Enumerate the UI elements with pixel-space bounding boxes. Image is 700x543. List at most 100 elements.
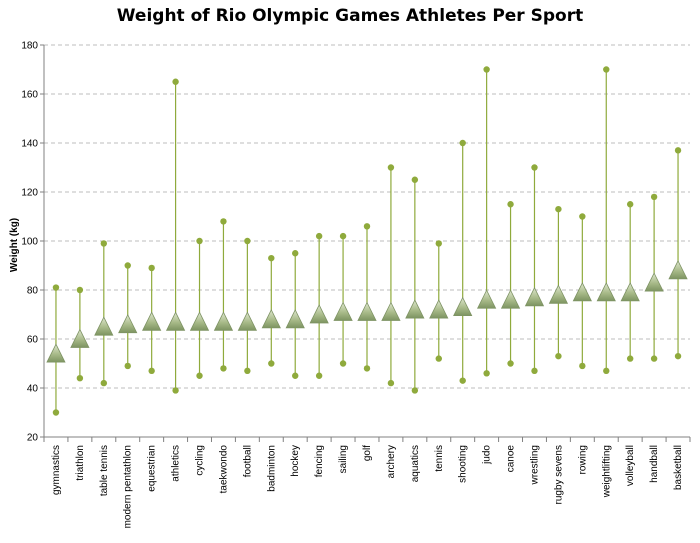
min-point — [387, 379, 395, 387]
min-point — [148, 367, 155, 375]
min-point — [172, 387, 179, 394]
min-point — [626, 355, 634, 362]
average-point — [309, 304, 329, 324]
average-point — [476, 289, 497, 309]
x-tick-label: football — [242, 445, 253, 477]
average-point — [548, 284, 569, 304]
x-tick-label: shooting — [458, 445, 469, 483]
max-point — [555, 205, 562, 213]
min-point — [603, 367, 610, 375]
min-point — [76, 375, 84, 382]
average-point — [237, 311, 258, 331]
x-tick-label: badminton — [266, 445, 277, 492]
average-point — [189, 311, 210, 331]
y-axis-title: Weight (kg) — [9, 218, 20, 272]
y-tick-label: 20 — [27, 433, 39, 444]
x-tick-label: equestrian — [147, 445, 158, 492]
x-tick-label: rowing — [577, 445, 588, 474]
min-point — [435, 355, 442, 362]
average-point — [94, 316, 114, 336]
y-tick-label: 180 — [21, 41, 38, 52]
max-point — [52, 284, 60, 291]
max-point — [268, 254, 275, 262]
max-point — [531, 164, 538, 171]
average-point — [165, 311, 186, 331]
max-point — [76, 286, 84, 294]
average-point — [118, 313, 138, 334]
average-point — [453, 296, 473, 317]
max-point — [292, 250, 299, 257]
min-point — [459, 377, 466, 384]
min-point — [531, 367, 538, 375]
max-point — [626, 201, 634, 208]
y-tick-label: 120 — [21, 188, 38, 199]
y-tick-label: 160 — [21, 90, 38, 101]
average-point — [572, 282, 592, 302]
average-point — [668, 259, 688, 280]
average-point — [381, 301, 401, 321]
max-point — [124, 262, 131, 269]
average-point — [46, 343, 66, 363]
max-point — [100, 240, 108, 247]
min-point — [507, 360, 514, 367]
max-point — [459, 139, 466, 147]
min-point — [411, 387, 419, 394]
x-tick-label: archery — [386, 445, 397, 478]
average-point — [500, 289, 521, 309]
max-point — [507, 201, 514, 208]
x-tick-label: golf — [362, 445, 373, 461]
average-point — [70, 328, 90, 348]
average-point — [596, 282, 616, 302]
average-point — [142, 311, 162, 331]
max-point — [411, 176, 419, 183]
max-point — [315, 232, 323, 240]
x-tick-label: tennis — [434, 445, 445, 472]
average-point — [357, 301, 377, 321]
average-point — [620, 282, 640, 302]
max-point — [220, 218, 227, 225]
x-tick-label: gymnastics — [51, 445, 62, 495]
x-tick-label: volleyball — [625, 445, 636, 486]
x-tick-label: basketball — [673, 445, 684, 490]
min-point — [124, 362, 131, 370]
x-tick-label: fencing — [314, 445, 325, 477]
min-point — [196, 372, 203, 379]
min-point — [579, 362, 586, 370]
average-point — [213, 311, 234, 331]
min-point — [315, 372, 323, 379]
y-tick-label: 80 — [27, 286, 39, 297]
max-point — [148, 264, 155, 272]
min-point — [339, 360, 347, 367]
max-point — [196, 237, 203, 245]
average-point — [333, 301, 353, 321]
x-tick-label: hockey — [290, 445, 301, 477]
x-tick-label: weightlifting — [601, 445, 612, 498]
x-tick-label: rugby sevens — [553, 445, 564, 504]
min-point — [674, 352, 682, 360]
max-point — [483, 66, 490, 73]
y-tick-label: 100 — [21, 237, 38, 248]
average-point — [429, 299, 449, 319]
max-point — [172, 78, 179, 85]
min-point — [555, 352, 562, 360]
average-point — [285, 308, 305, 329]
x-tick-label: handball — [649, 445, 660, 483]
x-tick-label: sailing — [338, 445, 349, 473]
max-point — [650, 193, 658, 201]
min-point — [483, 370, 490, 377]
max-point — [603, 66, 610, 73]
x-tick-label: taekwondo — [218, 445, 229, 494]
average-point — [405, 299, 425, 319]
min-point — [52, 409, 60, 416]
max-point — [387, 164, 395, 171]
max-point — [363, 223, 371, 230]
x-tick-label: wrestling — [529, 445, 540, 485]
min-point — [100, 379, 108, 387]
x-tick-label: athletics — [171, 445, 182, 482]
x-tick-label: modern pentathlon — [123, 445, 134, 528]
chart-title: Weight of Rio Olympic Games Athletes Per… — [116, 6, 584, 26]
y-tick-label: 140 — [21, 139, 38, 150]
min-point — [244, 367, 251, 375]
